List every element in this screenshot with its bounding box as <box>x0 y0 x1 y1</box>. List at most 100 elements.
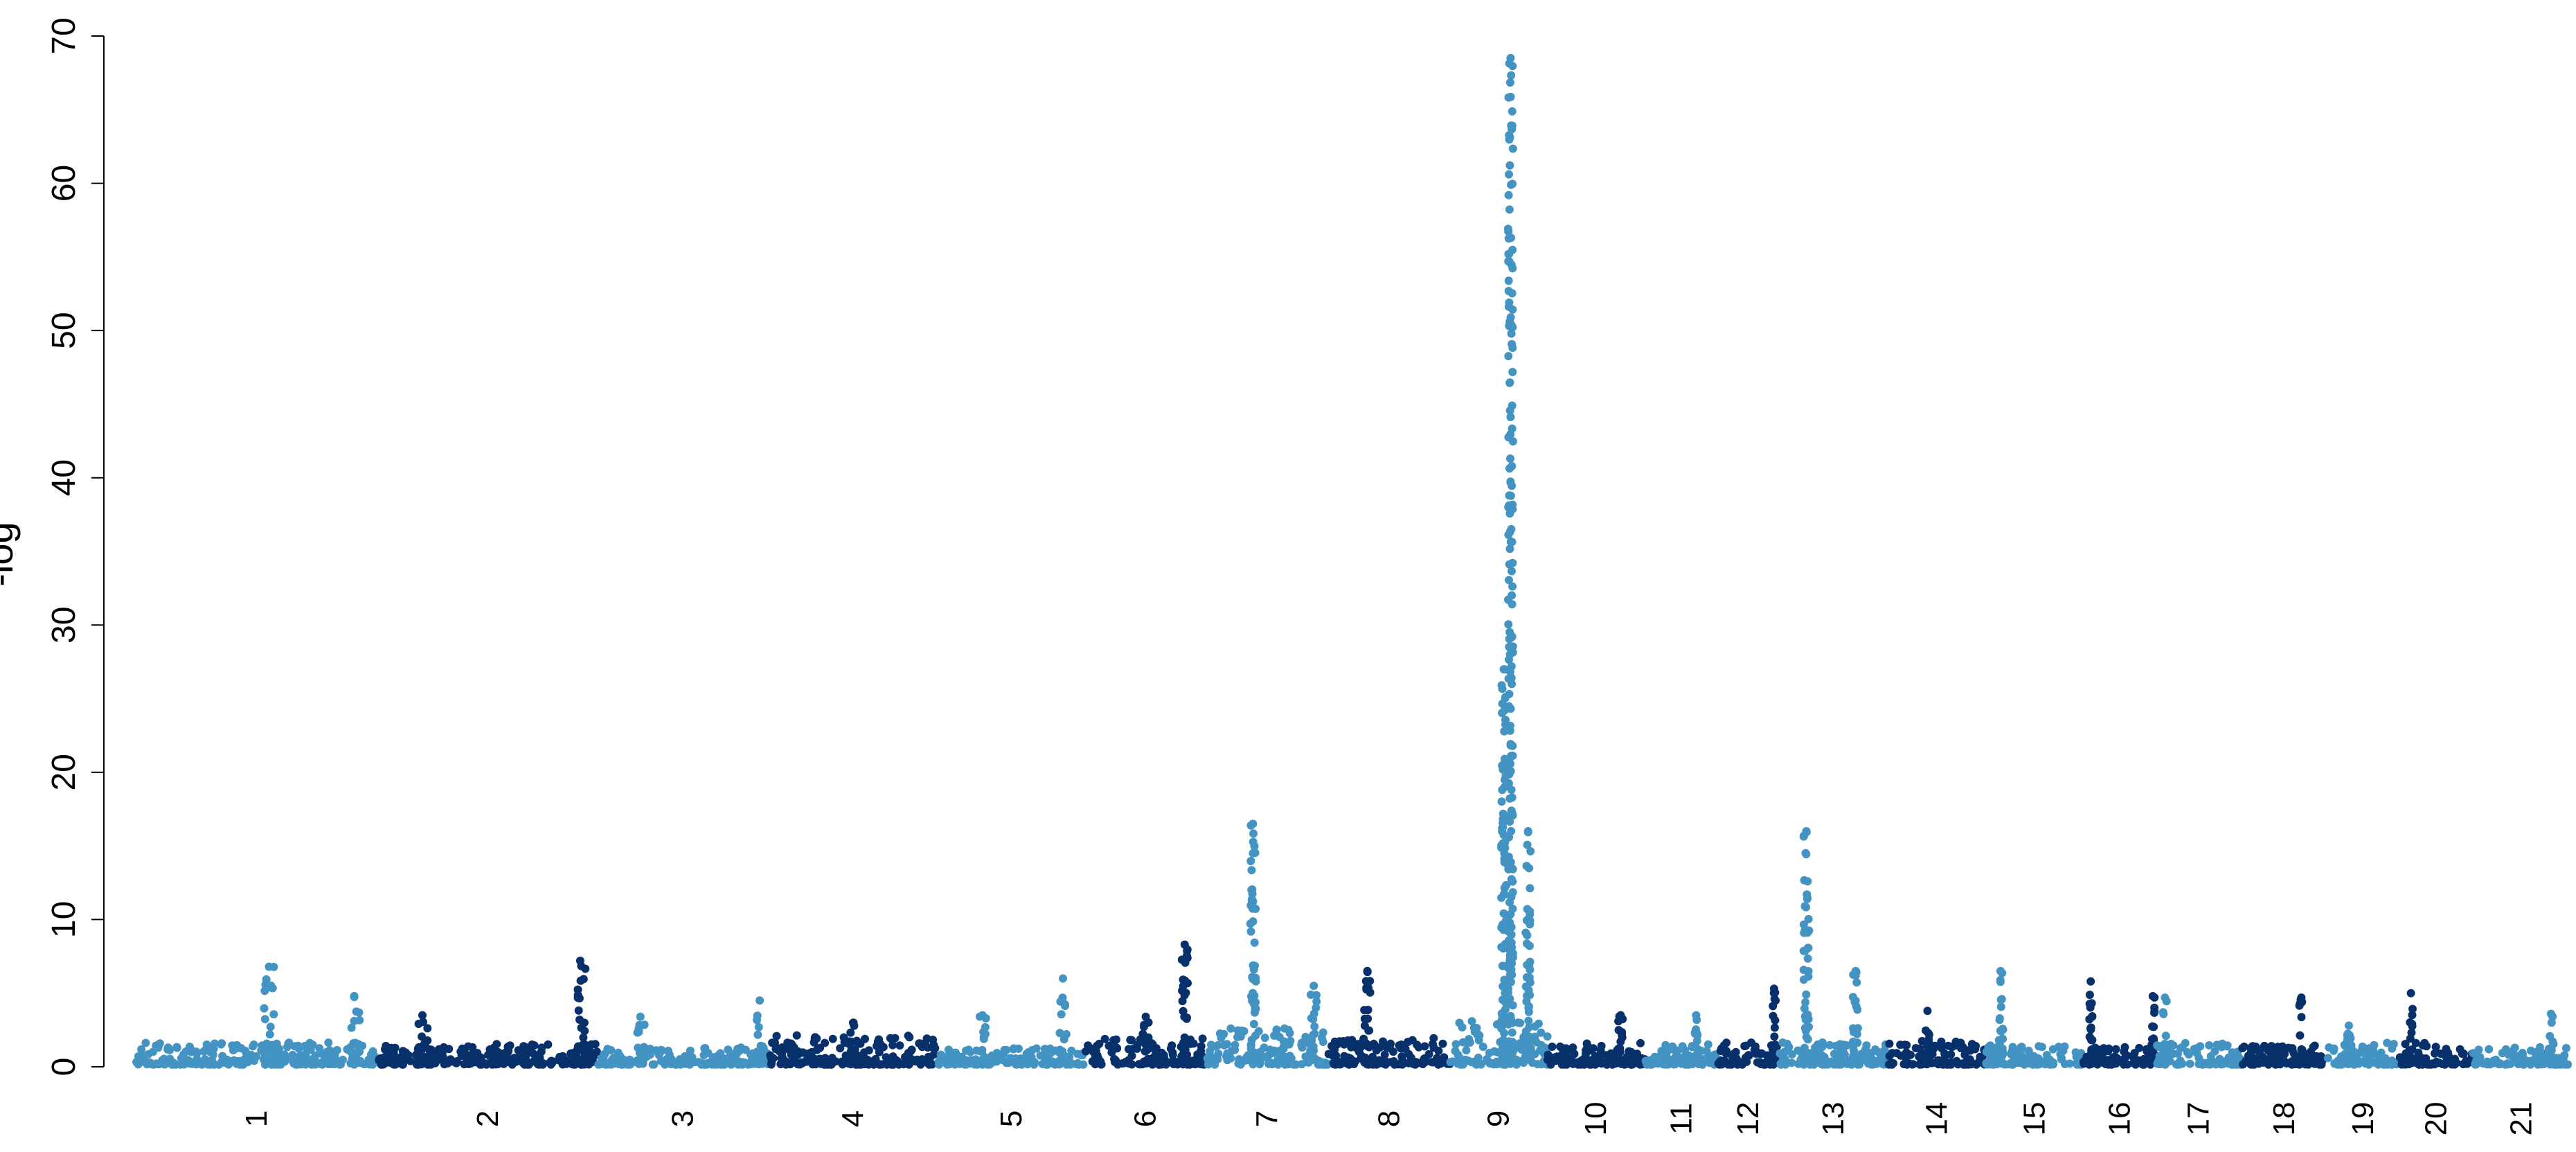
snp-point <box>2531 1049 2540 1058</box>
snp-point <box>2111 1045 2120 1054</box>
snp-point <box>888 1034 897 1043</box>
x-tick-label: 17 <box>2182 1102 2216 1136</box>
snp-point <box>1507 891 1516 900</box>
snp-point <box>1273 1060 1282 1069</box>
snp-point <box>2223 1041 2232 1050</box>
snp-point <box>2007 1060 2016 1069</box>
snp-point <box>1692 1044 1701 1053</box>
snp-point <box>2343 1041 2352 1050</box>
snp-point <box>1944 1059 1953 1068</box>
snp-point <box>1505 378 1514 387</box>
snp-point <box>2267 1042 2276 1051</box>
snp-point <box>489 1051 498 1060</box>
snp-point <box>1799 975 1808 984</box>
snp-point <box>2086 1023 2095 1032</box>
snp-point <box>539 1058 548 1067</box>
snp-point <box>1526 910 1535 919</box>
snp-point <box>521 1059 529 1068</box>
snp-point <box>458 1044 467 1053</box>
snp-point <box>845 1037 854 1046</box>
snp-point <box>1309 1046 1318 1055</box>
snp-point <box>1251 1049 1260 1058</box>
snp-point <box>1508 289 1517 298</box>
snp-point <box>1778 1038 1787 1047</box>
snp-point <box>1159 1051 1168 1060</box>
snp-point <box>242 1049 251 1058</box>
snp-point <box>1179 982 1188 991</box>
snp-point <box>1197 1042 1206 1051</box>
snp-point <box>1451 1040 1460 1049</box>
snp-point <box>1246 857 1255 865</box>
snp-point <box>1692 1036 1701 1045</box>
snp-point <box>2518 1049 2527 1057</box>
snp-point <box>2297 1013 2306 1022</box>
snp-point <box>1348 1056 1357 1065</box>
snp-point <box>1206 1052 1215 1061</box>
snp-point <box>2001 1060 2010 1069</box>
snp-point <box>1503 224 1512 233</box>
snp-point <box>1061 1055 1070 1063</box>
snp-point <box>1485 1049 1494 1057</box>
snp-point <box>2298 1054 2307 1063</box>
snp-point <box>438 1049 447 1057</box>
snp-point <box>1505 257 1514 266</box>
snp-point <box>1505 650 1514 659</box>
snp-point-peak <box>1769 984 1778 993</box>
snp-point <box>1067 1046 1076 1055</box>
snp-point <box>2297 1045 2306 1054</box>
snp-point <box>166 1045 175 1054</box>
snp-point <box>1522 1044 1531 1053</box>
snp-point <box>2224 1056 2233 1065</box>
snp-point <box>734 1057 743 1066</box>
snp-point <box>1582 1046 1590 1055</box>
snp-point <box>1714 1059 1723 1068</box>
snp-point <box>2494 1059 2503 1068</box>
snp-point <box>1752 1047 1761 1056</box>
snp-point <box>1497 1024 1506 1033</box>
snp-point-peak <box>1523 826 1532 835</box>
snp-point <box>1458 1038 1467 1047</box>
snp-point <box>147 1060 156 1069</box>
snp-point <box>1280 1060 1289 1069</box>
snp-point <box>1722 1047 1731 1056</box>
snp-point <box>594 1060 603 1069</box>
snp-point <box>267 1058 276 1066</box>
snp-point <box>1368 1052 1377 1061</box>
snp-point <box>1506 538 1515 547</box>
snp-point <box>1508 323 1517 332</box>
snp-point <box>1526 847 1535 856</box>
snp-point <box>1852 978 1861 987</box>
snp-point <box>2135 1043 2144 1052</box>
snp-point <box>2158 1008 2167 1017</box>
snp-point <box>1983 1060 1992 1069</box>
snp-point <box>1180 991 1189 1000</box>
snp-point <box>1508 107 1517 116</box>
snp-point <box>2288 1044 2297 1053</box>
snp-point <box>1310 1029 1319 1038</box>
snp-point <box>704 1049 713 1058</box>
snp-point <box>1233 1026 1242 1035</box>
snp-point <box>2160 1058 2169 1067</box>
snp-point <box>544 1040 553 1049</box>
snp-point <box>1247 885 1256 894</box>
snp-point <box>249 1042 258 1051</box>
snp-point <box>2255 1051 2264 1060</box>
snp-point <box>2370 1058 2379 1067</box>
snp-point <box>2248 1042 2257 1051</box>
snp-point <box>2087 1047 2096 1056</box>
snp-point <box>1141 1047 1150 1056</box>
snp-point <box>446 1055 455 1064</box>
snp-point <box>821 1038 830 1047</box>
snp-point <box>2561 1044 2570 1052</box>
snp-point <box>1996 977 2005 986</box>
snp-point <box>166 1054 175 1063</box>
snp-point <box>826 1060 835 1069</box>
snp-point <box>2471 1049 2480 1058</box>
snp-point <box>1362 1055 1370 1064</box>
snp-point-peak <box>1249 819 1258 828</box>
snp-point <box>1187 1058 1196 1067</box>
snp-point <box>488 1057 497 1066</box>
snp-point <box>1501 962 1510 971</box>
snp-point <box>1220 1040 1229 1049</box>
snp-point <box>2205 1041 2214 1049</box>
